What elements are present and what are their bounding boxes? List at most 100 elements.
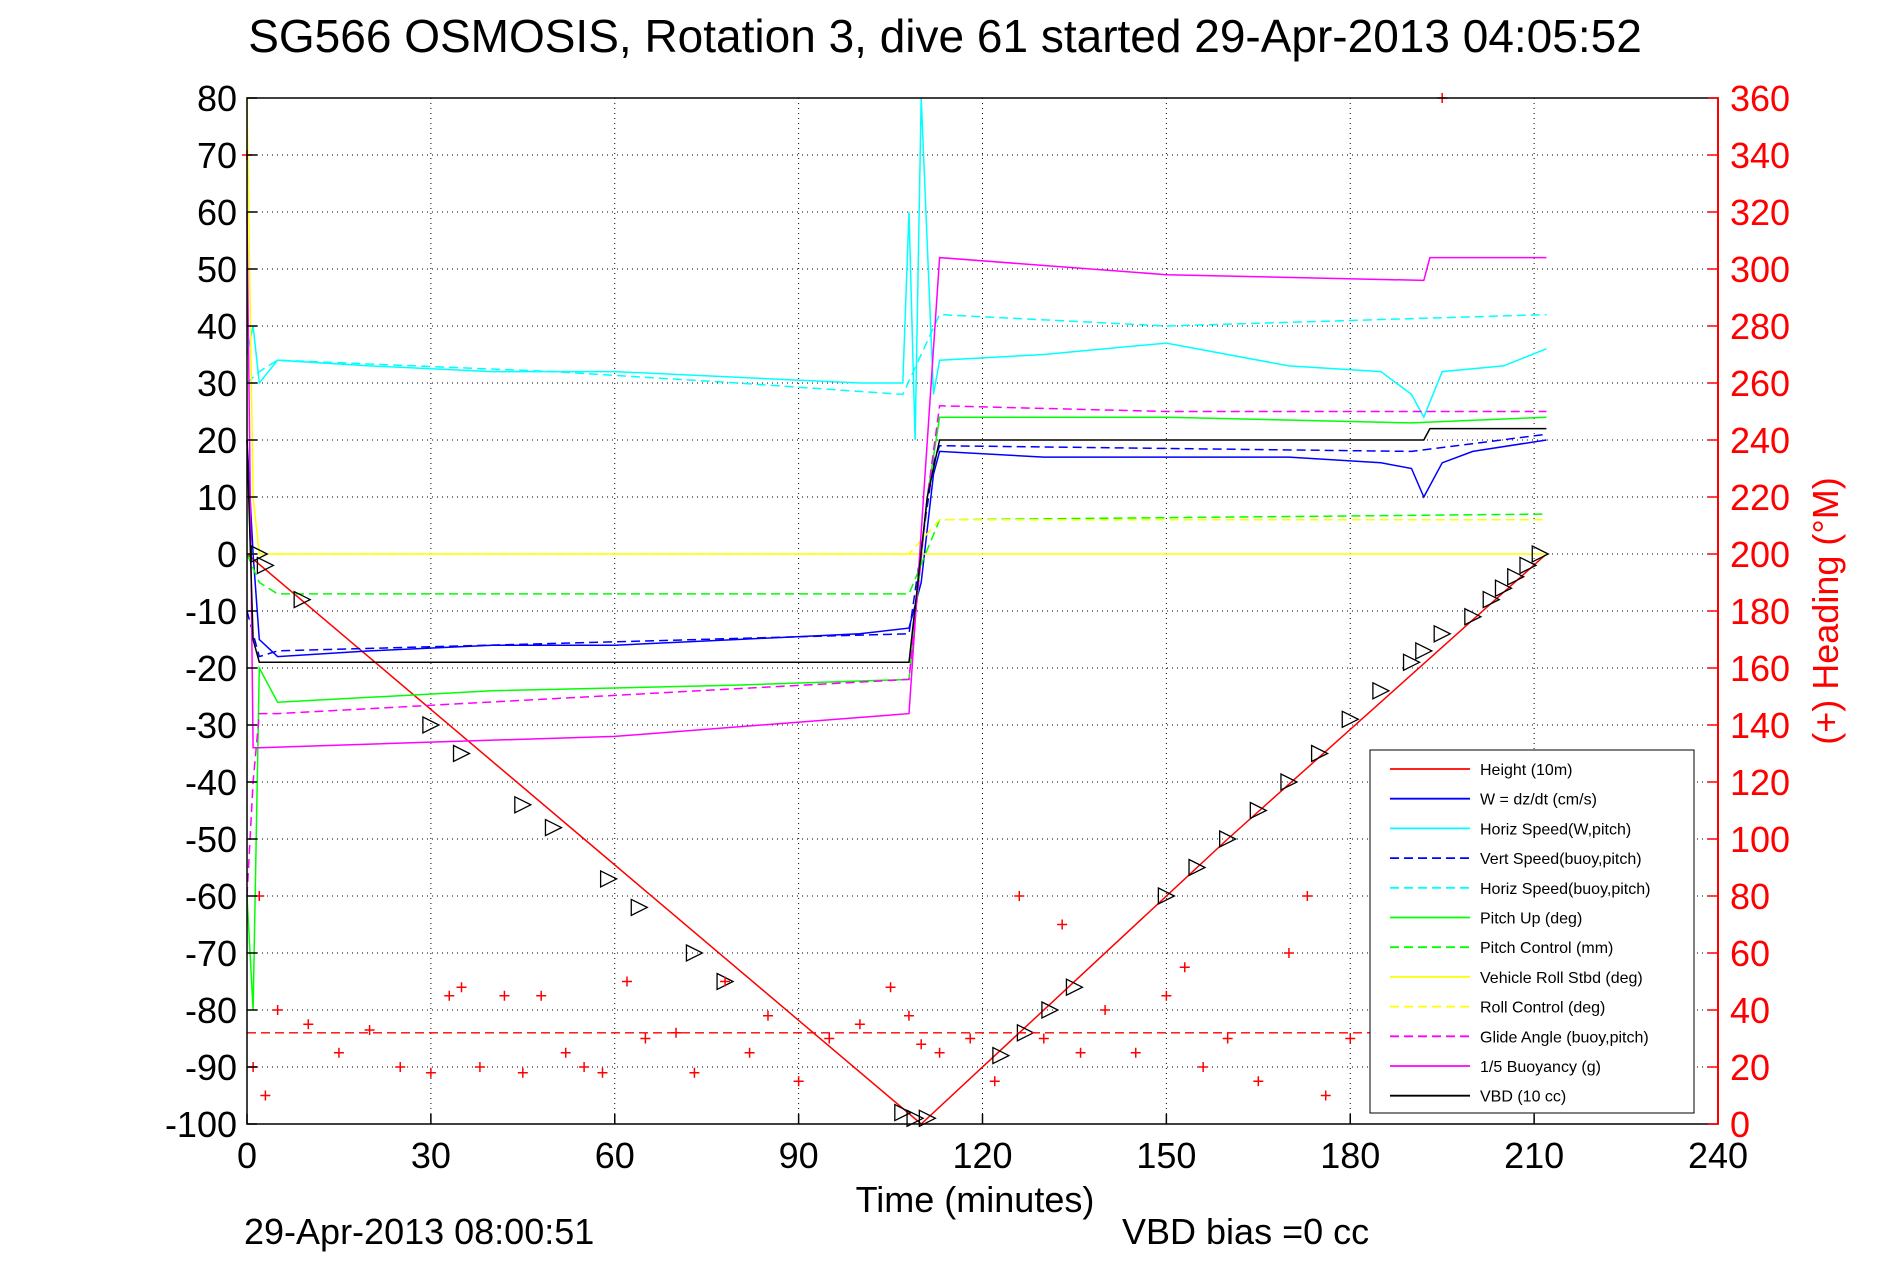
heading-point — [1100, 1005, 1111, 1015]
y-tick-label: 80 — [197, 78, 237, 119]
dive-marker — [1310, 744, 1330, 763]
heading-point — [989, 1076, 1000, 1087]
heading-point — [425, 1067, 436, 1078]
y-tick-label: -80 — [185, 990, 237, 1031]
y2-tick-label: 180 — [1730, 591, 1790, 632]
y2-tick-label: 100 — [1730, 819, 1790, 860]
heading-point — [1057, 919, 1068, 930]
legend-label-6: Pitch Up (deg) — [1480, 911, 1582, 928]
series-lines — [246, 97, 1547, 1126]
heading-point — [824, 1033, 835, 1044]
x-tick-label: 180 — [1320, 1135, 1380, 1176]
y2-tick-label: 160 — [1730, 648, 1790, 689]
heading-point — [885, 982, 896, 993]
heading-point — [1161, 990, 1172, 1001]
legend-label-8: Vehicle Roll Stbd (deg) — [1480, 970, 1643, 987]
series-line-2 — [246, 439, 1547, 658]
dive-marker — [906, 1109, 925, 1128]
heading-point — [793, 1076, 804, 1087]
heading-point — [720, 976, 731, 987]
y-tick-label: 10 — [197, 477, 237, 518]
dive-marker — [1507, 567, 1526, 586]
heading-point — [1179, 962, 1190, 973]
y-tick-label: 40 — [197, 306, 237, 347]
dive-marker — [1464, 607, 1483, 626]
dive-marker — [1433, 624, 1452, 643]
dive-marker — [1157, 886, 1176, 906]
dive-marker — [293, 590, 312, 609]
y-axis-ticks: 80 70 60 50 40 30 20 10 0 -10 -20 -30 -40 -50 -60 -70 -8… — [165, 78, 257, 1145]
heading-point — [517, 1067, 528, 1078]
dive-marker — [1372, 681, 1391, 700]
y2-tick-label: 360 — [1730, 78, 1790, 119]
x-axis-label: Time (minutes) — [856, 1179, 1095, 1220]
x-tick-label: 90 — [779, 1135, 819, 1176]
y-tick-label: -10 — [185, 591, 237, 632]
heading-point — [1198, 1062, 1209, 1072]
y2-axis-ticks: 3603403203002802602402202001801601401201… — [1708, 78, 1790, 1145]
legend-label-7: Pitch Control (mm) — [1480, 940, 1613, 957]
dive-marker — [1041, 1000, 1060, 1020]
y-tick-label: 70 — [197, 135, 237, 176]
y-tick-label: 60 — [197, 192, 237, 233]
footer-vbd-bias: VBD bias =0 cc — [1122, 1211, 1369, 1252]
legend-label-5: Horiz Speed(buoy,pitch) — [1480, 881, 1650, 898]
y2-axis-label: (+) Heading (°M) — [1805, 477, 1846, 744]
heading-point — [965, 1033, 976, 1044]
footer-timestamp: 29-Apr-2013 08:00:51 — [244, 1211, 594, 1252]
dive-marker — [1280, 772, 1299, 792]
x-tick-label: 30 — [411, 1135, 451, 1176]
series-line-3 — [246, 97, 1547, 441]
y-tick-label: -100 — [165, 1104, 237, 1145]
y2-tick-label: 280 — [1730, 306, 1790, 347]
legend-label-11: 1/5 Buoyancy (g) — [1480, 1059, 1601, 1076]
heading-point — [364, 1024, 375, 1035]
y-tick-label: -30 — [185, 705, 237, 746]
y2-tick-label: 240 — [1730, 420, 1790, 461]
heading-point — [744, 1047, 755, 1058]
y-tick-label: -40 — [185, 762, 237, 803]
dive-marker — [630, 898, 649, 917]
heading-point — [536, 990, 547, 1001]
y2-tick-label: 220 — [1730, 477, 1790, 518]
dive-marker — [1219, 829, 1238, 849]
legend: Height (10m) W = dz/dt (cm/s) Horiz Speed(… — [1369, 749, 1695, 1114]
dive-marker — [1065, 978, 1084, 997]
dive-marker — [599, 869, 619, 888]
dive-marker — [256, 556, 275, 575]
y2-tick-label: 200 — [1730, 534, 1790, 575]
heading-point — [456, 982, 467, 993]
y-tick-label: -90 — [185, 1047, 237, 1088]
heading-point — [579, 1062, 590, 1072]
legend-label-10: Glide Angle (buoy,pitch) — [1480, 1029, 1649, 1046]
heading-point — [916, 1039, 927, 1050]
x-tick-label: 120 — [952, 1135, 1012, 1176]
y2-tick-label: 140 — [1730, 705, 1790, 746]
heading-point — [1075, 1047, 1086, 1058]
legend-label-9: Roll Control (deg) — [1480, 1000, 1605, 1017]
dive-marker — [918, 1109, 937, 1128]
heading-point — [1302, 891, 1313, 901]
dive-marker — [1188, 858, 1207, 877]
series-line-5 — [246, 313, 1547, 396]
y-tick-label: -60 — [185, 876, 237, 917]
dive-marker — [1402, 653, 1421, 672]
y2-tick-label: 120 — [1730, 762, 1790, 803]
dive-marker — [452, 744, 471, 763]
heading-point — [444, 990, 455, 1001]
y2-tick-label: 320 — [1730, 192, 1790, 233]
y-tick-label: 20 — [197, 420, 237, 461]
heading-point — [1130, 1047, 1141, 1058]
heading-point — [474, 1062, 485, 1072]
heading-point — [1320, 1090, 1331, 1101]
legend-label-2: W = dz/dt (cm/s) — [1480, 792, 1597, 809]
heading-point — [1038, 1033, 1049, 1044]
dive-marker — [1531, 544, 1550, 564]
dive-marker — [1519, 556, 1538, 575]
heading-point — [622, 976, 633, 987]
heading-point — [1014, 891, 1025, 901]
y-tick-label: 30 — [197, 363, 237, 404]
x-tick-label: 60 — [595, 1135, 635, 1176]
heading-point — [395, 1062, 406, 1072]
